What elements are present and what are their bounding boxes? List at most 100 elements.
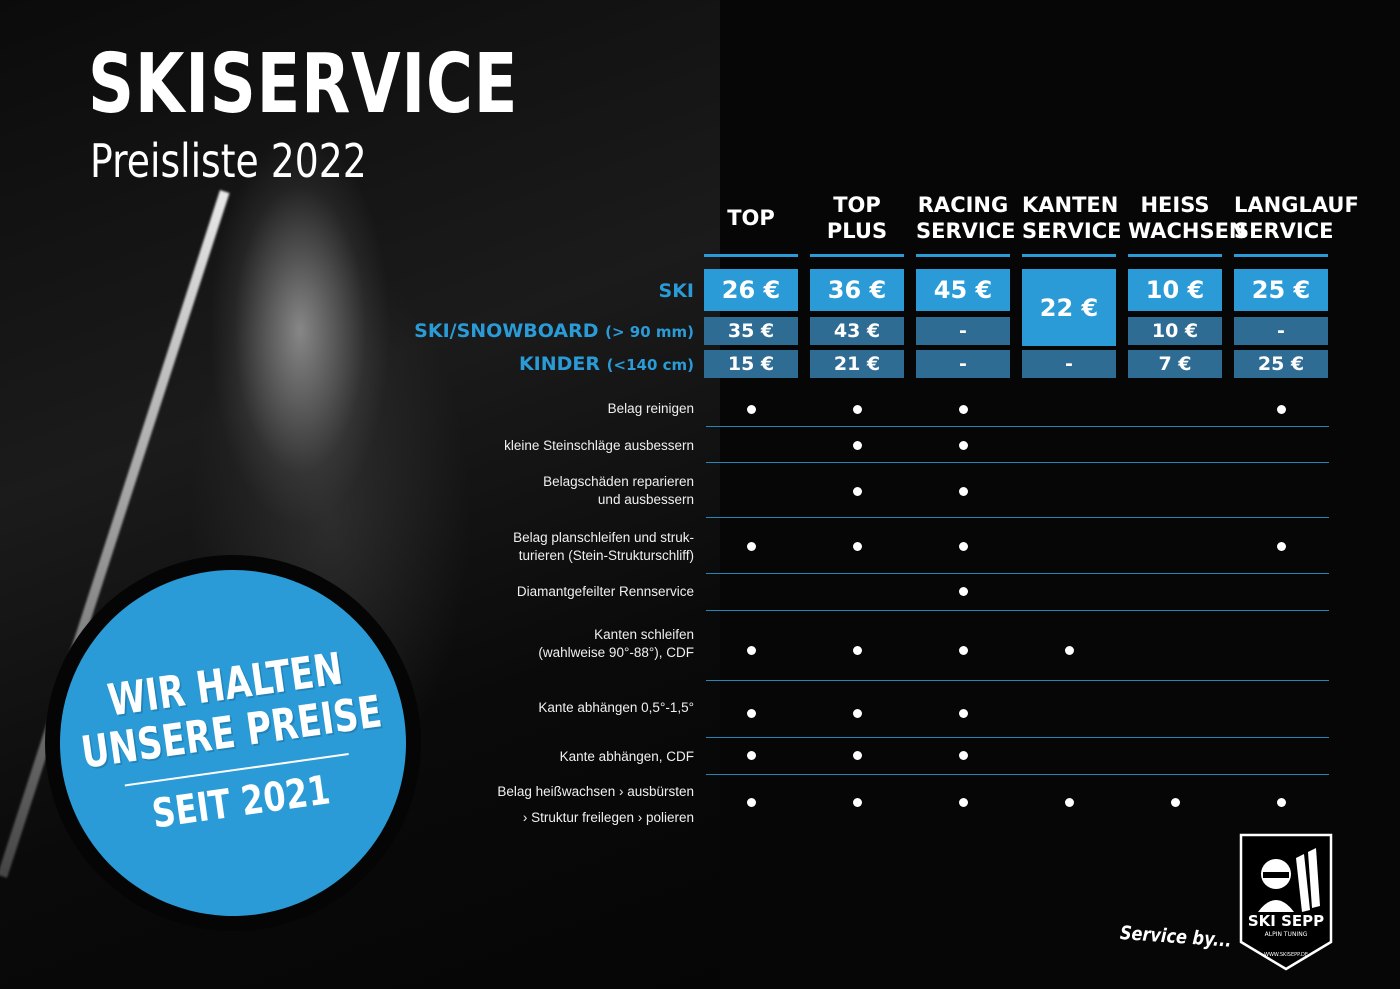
column-header-line: WACHSEN: [1128, 219, 1247, 243]
feature-label: Diamantgefeilter Rennservice: [517, 583, 694, 601]
feature-included-dot: [959, 709, 968, 718]
feature-label-line: Kante abhängen, CDF: [559, 749, 694, 764]
logo-url: WWW.SKISEPP.DE: [1264, 952, 1308, 958]
feature-included-dot: [1277, 405, 1286, 414]
feature-label: Belag heißwachsen › ausbürsten › Struktur…: [497, 783, 694, 827]
feature-included-dot: [747, 709, 756, 718]
feature-included-dot: [853, 487, 862, 496]
logo-wordmark: SKI SEPP: [1248, 912, 1324, 930]
feature-label-line: Kante abhängen 0,5°-1,5°: [538, 700, 694, 715]
price-cell: 35 €: [704, 317, 798, 345]
column-header-kanten-service: KANTEN SERVICE: [1022, 192, 1122, 257]
price-cell: 25 €: [1234, 269, 1328, 311]
feature-included-dot: [959, 798, 968, 807]
row-label-text: KINDER: [518, 353, 601, 375]
feature-included-dot: [853, 709, 862, 718]
feature-included-dot: [747, 405, 756, 414]
logo-ski-shape: [1296, 854, 1310, 912]
column-header-line: TOP: [833, 193, 881, 217]
ski-sepp-logo: SKI SEPP ALPIN TUNING WWW.SKISEPP.DE: [1239, 833, 1333, 971]
feature-label-line: (wahlweise 90°-88°), CDF: [538, 645, 694, 660]
row-divider: [706, 774, 1329, 775]
row-divider: [706, 610, 1329, 611]
column-header-line: SERVICE: [1022, 219, 1122, 243]
feature-included-dot: [959, 405, 968, 414]
price-cell: 22 €: [1022, 269, 1116, 346]
row-divider: [706, 680, 1329, 681]
price-cell: -: [1234, 317, 1328, 345]
feature-label-line: Belag planschleifen und struk-: [513, 530, 694, 545]
column-header-line: TOP: [727, 206, 775, 230]
logo-ski-shape-2: [1308, 848, 1320, 908]
feature-included-dot: [747, 646, 756, 655]
price-cell: -: [916, 350, 1010, 378]
logo-figure-body: [1258, 900, 1294, 912]
price-guarantee-badge: WIR HALTEN UNSERE PREISE SEIT 2021: [37, 547, 429, 939]
feature-label: Kante abhängen, CDF: [560, 748, 694, 766]
feature-included-dot: [1065, 798, 1074, 807]
feature-included-dot: [853, 405, 862, 414]
row-label-text: SKI: [658, 280, 694, 302]
feature-label-line: Belag heißwachsen › ausbürsten: [497, 784, 694, 799]
feature-label: Belag planschleifen und struk-turieren (…: [513, 529, 694, 565]
column-header-racing-service: RACING SERVICE: [916, 192, 1016, 257]
price-cell: 26 €: [704, 269, 798, 311]
feature-label: Kante abhängen 0,5°-1,5°: [538, 699, 694, 717]
feature-included-dot: [747, 798, 756, 807]
price-cell: -: [1022, 350, 1116, 378]
column-header-line: RACING: [917, 193, 1009, 217]
row-divider: [706, 426, 1329, 427]
logo-tagline: ALPIN TUNING: [1265, 931, 1308, 938]
logo-goggles: [1263, 872, 1289, 878]
feature-included-dot: [1277, 542, 1286, 551]
feature-label: Belagschäden reparieren und ausbessern: [543, 473, 694, 509]
row-label-ski: SKI: [659, 280, 694, 302]
row-sublabel-text: (<140 cm): [606, 356, 694, 374]
feature-included-dot: [1277, 798, 1286, 807]
column-header-top-plus: TOP PLUS: [810, 192, 904, 257]
feature-label: kleine Steinschläge ausbessern: [504, 437, 694, 455]
row-divider: [706, 517, 1329, 518]
column-header-heiss-wachsen: HEISS WACHSEN: [1128, 192, 1247, 257]
price-cell: 21 €: [810, 350, 904, 378]
feature-included-dot: [1171, 798, 1180, 807]
column-header-line: KANTEN: [1022, 193, 1119, 217]
feature-label-line: Belag reinigen: [607, 401, 694, 416]
price-cell: 10 €: [1128, 269, 1222, 311]
row-divider: [706, 573, 1329, 574]
price-cell: 7 €: [1128, 350, 1222, 378]
feature-included-dot: [747, 542, 756, 551]
feature-label-line: Diamantgefeilter Rennservice: [516, 584, 694, 599]
feature-label-line: und ausbessern: [597, 492, 694, 507]
row-divider: [706, 462, 1329, 463]
feature-label: Belag reinigen: [608, 400, 694, 418]
feature-included-dot: [853, 441, 862, 450]
feature-label-line: Kanten schleifen: [594, 627, 694, 642]
feature-included-dot: [959, 542, 968, 551]
feature-included-dot: [853, 646, 862, 655]
feature-label-line: › Struktur freilegen › polieren: [522, 810, 694, 825]
page-subtitle: Preisliste 2022: [90, 134, 367, 188]
price-cell: 25 €: [1234, 350, 1328, 378]
row-label-kinder: KINDER (<140 cm): [519, 353, 694, 375]
row-sublabel-text: (> 90 mm): [605, 323, 694, 341]
feature-included-dot: [959, 587, 968, 596]
price-cell: -: [916, 317, 1010, 345]
page-title: SKISERVICE: [88, 37, 519, 132]
feature-included-dot: [959, 487, 968, 496]
column-header-line: LANGLAUF: [1234, 193, 1359, 217]
service-by-text: Service by...: [1119, 922, 1233, 952]
price-cell: 43 €: [810, 317, 904, 345]
feature-included-dot: [1065, 646, 1074, 655]
feature-included-dot: [853, 751, 862, 760]
feature-included-dot: [959, 441, 968, 450]
feature-included-dot: [853, 542, 862, 551]
price-cell: 15 €: [704, 350, 798, 378]
feature-label-line: Belagschäden reparieren: [543, 474, 694, 489]
column-header-line: SERVICE: [916, 219, 1016, 243]
row-label-text: SKI/SNOWBOARD: [414, 320, 599, 342]
price-cell: 36 €: [810, 269, 904, 311]
column-header-line: HEISS: [1140, 193, 1210, 217]
column-header-line: SERVICE: [1234, 219, 1334, 243]
row-label-ski-snowboard: SKI/SNOWBOARD (> 90 mm): [414, 320, 694, 342]
